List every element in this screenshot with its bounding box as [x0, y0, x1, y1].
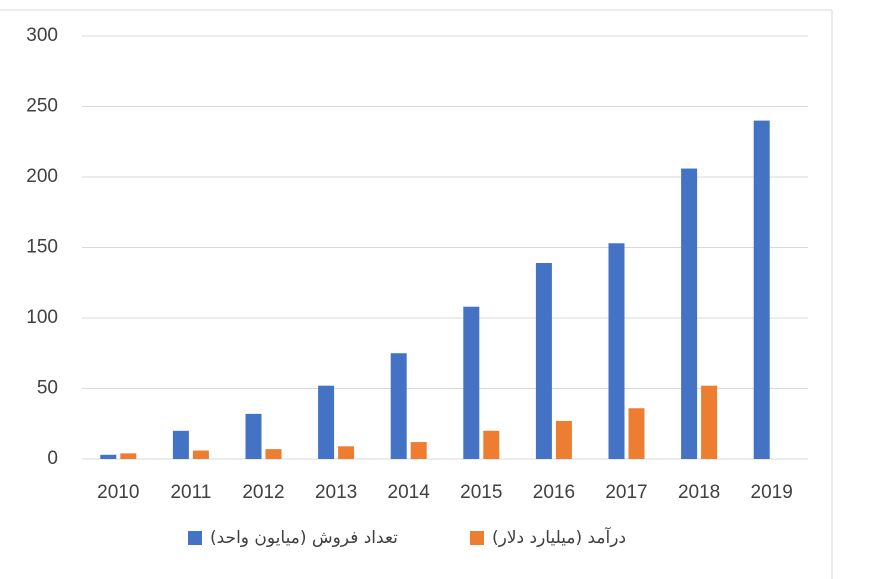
- legend-swatch: [188, 531, 202, 545]
- y-tick-label: 250: [26, 96, 58, 117]
- x-tick-label: 2013: [315, 482, 357, 503]
- bar: [681, 168, 698, 460]
- bar: [608, 243, 625, 459]
- x-tick-label: 2010: [97, 482, 139, 503]
- y-tick-label: 200: [26, 166, 58, 187]
- bar: [390, 353, 407, 459]
- y-tick-label: 0: [47, 448, 58, 469]
- bar: [463, 306, 480, 459]
- bar: [265, 449, 282, 459]
- bar: [555, 420, 572, 459]
- legend-swatch: [470, 531, 484, 545]
- legend-label: تعداد فروش (میایون واحد): [210, 528, 398, 548]
- bar: [535, 263, 552, 459]
- bar: [172, 430, 189, 459]
- x-tick-label: 2018: [678, 482, 720, 503]
- y-tick-label: 50: [37, 378, 58, 399]
- legend-item: تعداد فروش (میایون واحد): [188, 528, 398, 548]
- x-tick-label: 2012: [242, 482, 284, 503]
- bar: [753, 120, 770, 459]
- bar: [100, 454, 117, 459]
- bar: [628, 408, 645, 459]
- legend-label: درآمد (میلیارد دلار): [492, 528, 627, 548]
- bar: [245, 413, 262, 459]
- bar: [701, 385, 718, 459]
- x-tick-label: 2019: [751, 482, 793, 503]
- bar: [338, 446, 355, 459]
- x-tick-label: 2017: [605, 482, 647, 503]
- x-tick-label: 2015: [460, 482, 502, 503]
- x-tick-label: 2016: [533, 482, 575, 503]
- legend-item: درآمد (میلیارد دلار): [470, 528, 626, 548]
- y-tick-label: 100: [26, 307, 58, 328]
- bar: [410, 442, 427, 459]
- bar: [192, 450, 209, 459]
- x-tick-label: 2014: [388, 482, 431, 503]
- bar: [483, 430, 500, 459]
- y-tick-label: 300: [26, 25, 58, 46]
- bar: [120, 453, 137, 459]
- x-tick-label: 2011: [170, 482, 211, 503]
- y-tick-label: 150: [26, 237, 58, 258]
- bar: [318, 385, 335, 459]
